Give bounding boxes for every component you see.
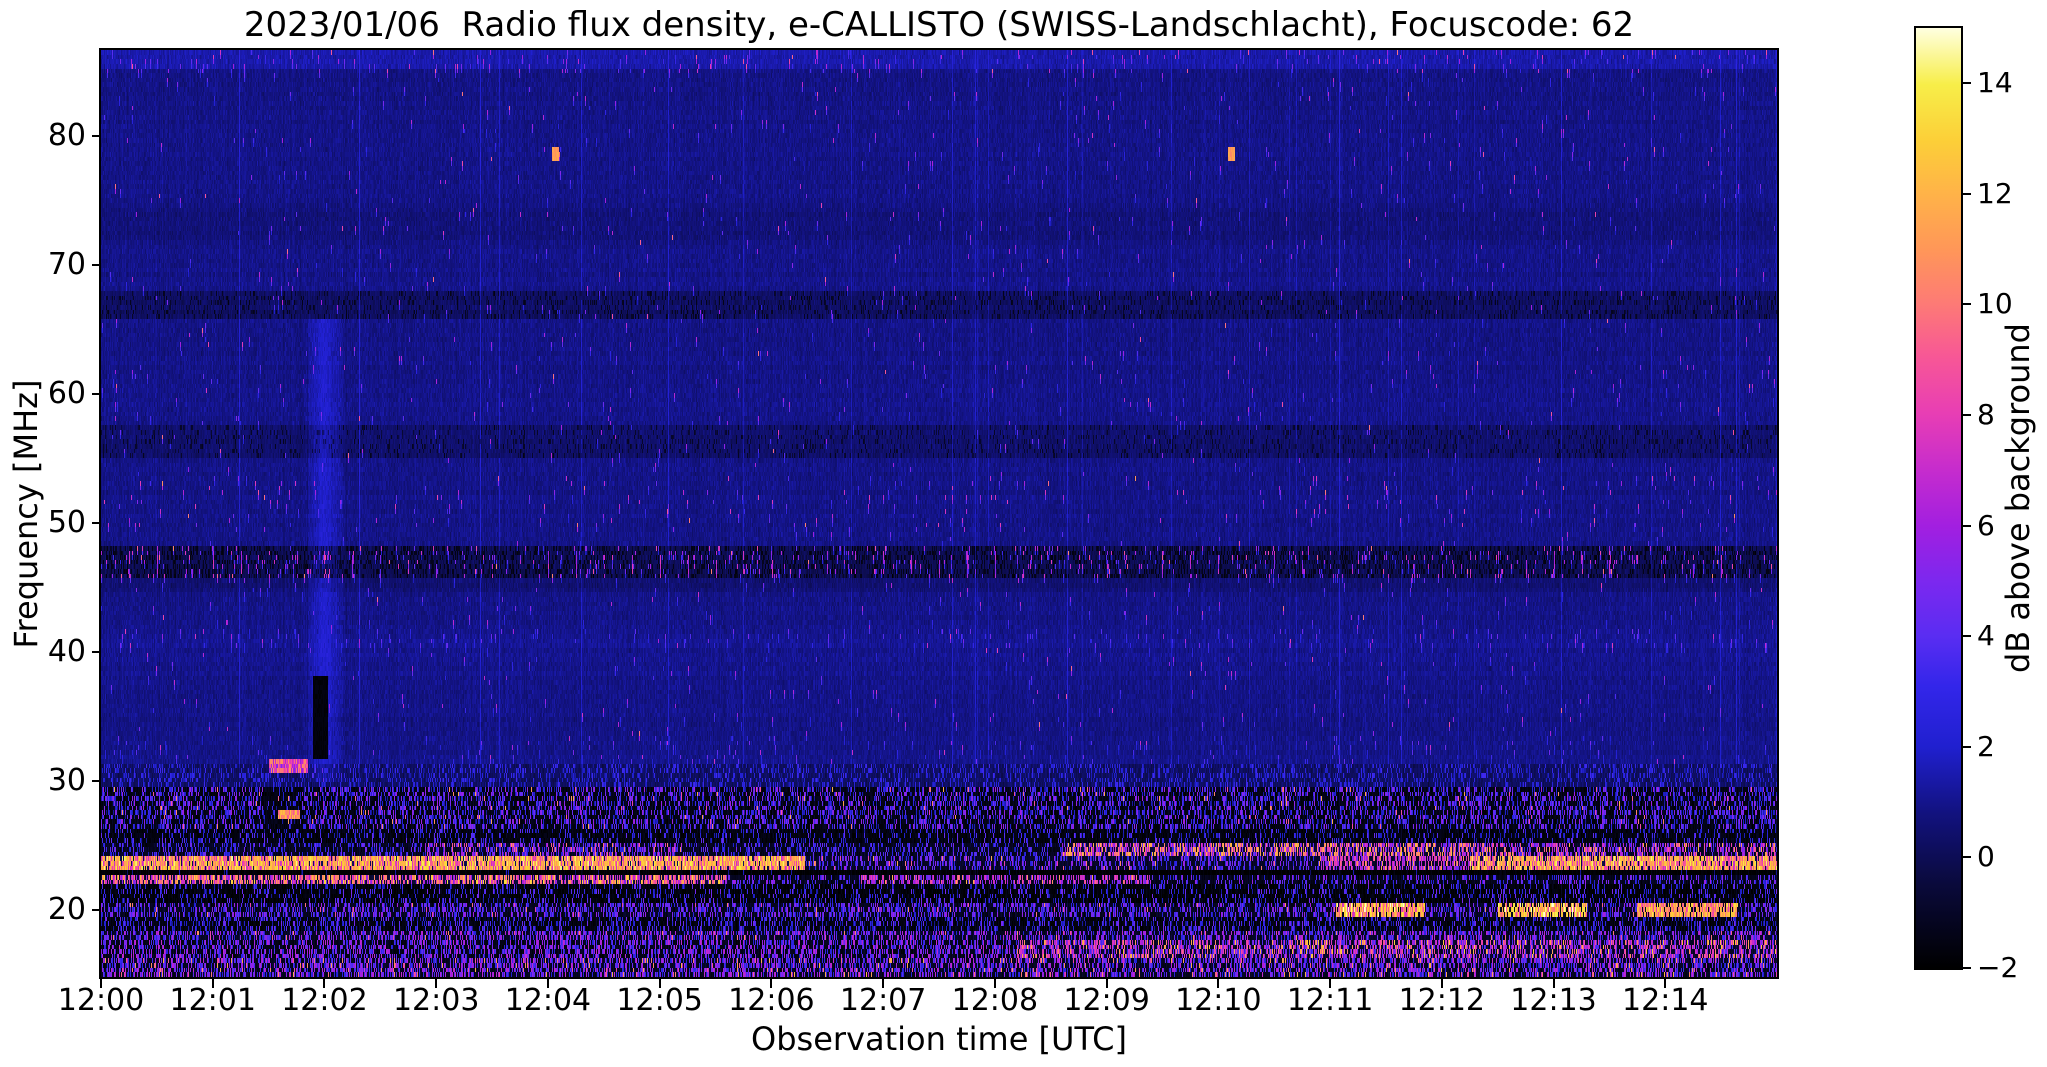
colorbar-tick-label: 2 [1977,729,1995,763]
x-tick [211,979,214,988]
x-tick [1664,979,1667,988]
x-tick [993,979,996,988]
colorbar-tick-label: 14 [1977,66,2013,100]
spectrogram-heatmap [101,50,1777,977]
x-tick-label: 12:03 [392,983,480,1018]
x-axis-label: Observation time [UTC] [751,1020,1127,1058]
x-tick-label: 12:01 [169,983,256,1018]
x-tick [1440,979,1443,988]
x-tick [770,979,773,988]
y-tick-label: 30 [47,763,86,799]
colorbar-tick-label: 0 [1977,840,1995,874]
x-tick-label: 12:13 [1510,983,1597,1018]
y-tick [92,780,101,783]
x-tick-label: 12:04 [504,983,592,1018]
colorbar-tick [1963,635,1971,638]
x-tick [435,979,438,988]
x-tick [100,979,102,988]
colorbar-tick-label: 10 [1977,287,2013,321]
y-tick [92,651,101,654]
y-tick-label: 40 [47,634,86,670]
x-tick-label: 12:05 [616,983,703,1018]
x-tick-label: 12:08 [951,983,1039,1018]
colorbar-tick-label: 4 [1977,619,1995,653]
plot-title: 2023/01/06 Radio flux density, e-CALLIST… [243,5,1635,45]
y-tick-label: 50 [47,505,86,541]
y-axis-label: Frequency [MHz] [7,379,45,649]
colorbar-label: dB above background [1999,323,2037,673]
colorbar-tick-label: 6 [1977,508,1995,542]
y-tick [92,135,101,138]
x-tick [658,979,661,988]
colorbar-tick [1963,745,1971,748]
x-tick-label: 12:12 [1398,983,1486,1018]
y-tick [92,908,101,911]
x-tick-label: 12:00 [57,983,145,1018]
colorbar [1914,26,1963,970]
x-tick [323,979,326,988]
x-tick-label: 12:11 [1286,983,1374,1018]
y-tick [92,522,101,525]
x-tick [1217,979,1220,988]
colorbar-tick [1963,82,1971,85]
y-tick-label: 60 [47,376,86,412]
colorbar-tick-label: −2 [1977,951,2019,984]
colorbar-gradient [1916,28,1961,968]
colorbar-tick [1963,856,1971,859]
x-tick-label: 12:10 [1175,983,1262,1018]
x-tick [1329,979,1332,988]
x-tick [1105,979,1108,988]
colorbar-tick [1963,192,1971,195]
y-tick-label: 80 [47,118,86,154]
y-tick-label: 70 [47,247,86,283]
y-tick [92,264,101,267]
colorbar-tick [1963,414,1971,417]
x-tick-label: 12:02 [281,983,368,1018]
x-tick [546,979,549,988]
y-tick-label: 20 [47,891,86,927]
colorbar-tick-label: 12 [1977,176,2013,210]
colorbar-tick [1963,967,1971,969]
colorbar-tick-label: 8 [1977,398,1995,432]
y-tick [92,393,101,396]
colorbar-tick [1963,303,1971,306]
x-tick [882,979,885,988]
x-tick-label: 12:06 [728,983,815,1018]
x-tick [1552,979,1555,988]
x-tick-label: 12:09 [1063,983,1150,1018]
x-tick-label: 12:14 [1622,983,1709,1018]
x-tick-label: 12:07 [839,983,927,1018]
colorbar-tick [1963,524,1971,527]
